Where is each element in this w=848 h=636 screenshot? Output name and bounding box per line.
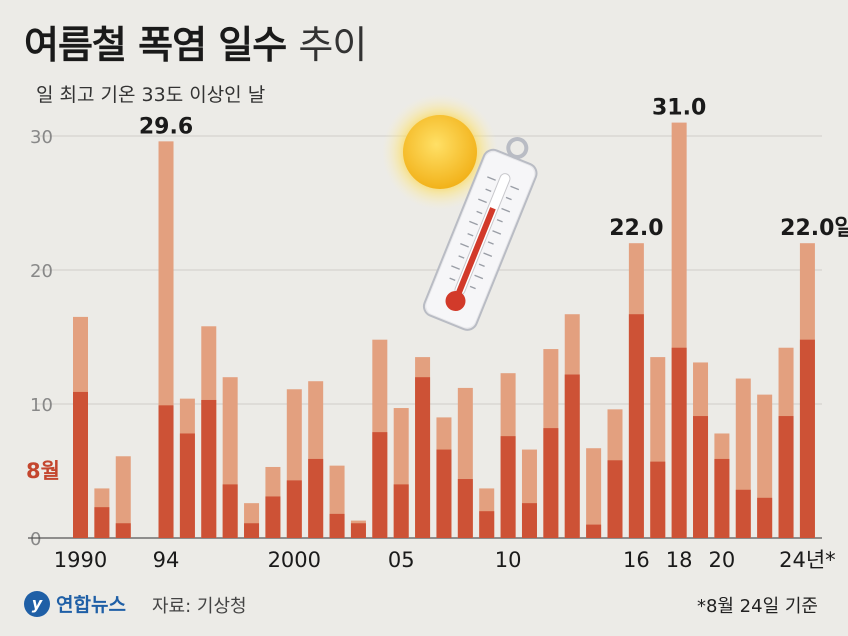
x-tick-label: 2000 [268,548,321,572]
chart-subtitle: 일 최고 기온 33도 이상인 날 [36,84,266,106]
bar-august-1997 [222,484,238,538]
bar-august-2014 [586,524,602,538]
sun-thermometer-illustration [382,94,538,331]
chart-title-light: 추이 [298,23,367,67]
bar-august-2007 [436,449,452,538]
chart-title-bold: 여름철 폭염 일수 [24,23,287,67]
bar-august-2005 [393,484,409,538]
bar-august-2021 [735,489,751,538]
bar-august-2023 [778,416,794,538]
bar-august-2013 [564,374,580,538]
bar-august-2015 [607,460,623,538]
bar-august-2008 [457,479,473,538]
bar-august-2003 [350,523,366,538]
x-tick-label: 18 [666,548,693,572]
bar-august-2020 [714,458,730,538]
data-label: 29.6 [139,114,193,139]
bar-august-2004 [372,432,388,538]
x-tick-label: 1990 [54,548,107,572]
bars-layer [73,122,815,539]
bar-august-2009 [479,511,495,538]
x-tick-label: 10 [495,548,522,572]
bar-august-1992 [115,523,131,538]
bar-august-1994 [158,405,174,538]
bar-august-2001 [308,458,324,538]
bar-august-2006 [415,377,431,538]
bar-august-2024 [799,339,815,538]
bar-august-2022 [757,497,773,538]
bar-august-2016 [628,314,644,538]
bar-august-1990 [73,391,88,538]
logo-text: 연합뉴스 [56,594,126,616]
bar-total-1992 [115,456,131,538]
bar-august-2017 [650,461,666,538]
y-tick-label: 10 [30,395,53,416]
august-series-label: 8월 [26,459,60,483]
chart-title: 여름철 폭염 일수 추이 [24,14,367,69]
bar-august-2010 [500,436,516,538]
bar-august-1996 [201,399,217,538]
bar-total-2014 [586,448,602,538]
data-label: 22.0 [609,216,663,241]
bar-august-2002 [329,513,345,538]
labels-layer: 1990 94 2000 05 10 16 18 20 24년* 29.6 22.0 31.0 22.0… [54,96,848,572]
bar-august-2012 [543,428,559,538]
yonhap-logo-icon: y [24,590,50,617]
thermometer-icon [422,137,538,331]
bar-august-1998 [244,523,260,538]
source-note: 자료: 기상청 [152,596,247,617]
x-tick-label: 05 [388,548,415,572]
data-label: 31.0 [652,96,706,121]
bar-august-1995 [179,433,195,538]
sun-icon [403,115,477,189]
bar-august-1991 [94,507,110,538]
x-tick-label: 20 [709,548,736,572]
y-tick-label: 30 [30,127,53,148]
footnote: *8월 24일 기준 [696,596,818,617]
y-tick-label: 0 [30,529,41,550]
x-tick-label: 16 [623,548,650,572]
x-tick-label: 24년* [779,548,836,572]
bar-august-1999 [265,496,281,538]
x-tick-label: 94 [153,548,180,572]
data-label: 22.0일 [780,216,848,241]
bar-august-2011 [521,503,537,538]
bar-august-2019 [693,416,709,538]
publisher-logo: y 연합뉴스 [24,590,126,617]
bar-august-2000 [286,480,302,538]
bar-august-2018 [671,347,687,538]
y-tick-label: 20 [30,261,53,282]
